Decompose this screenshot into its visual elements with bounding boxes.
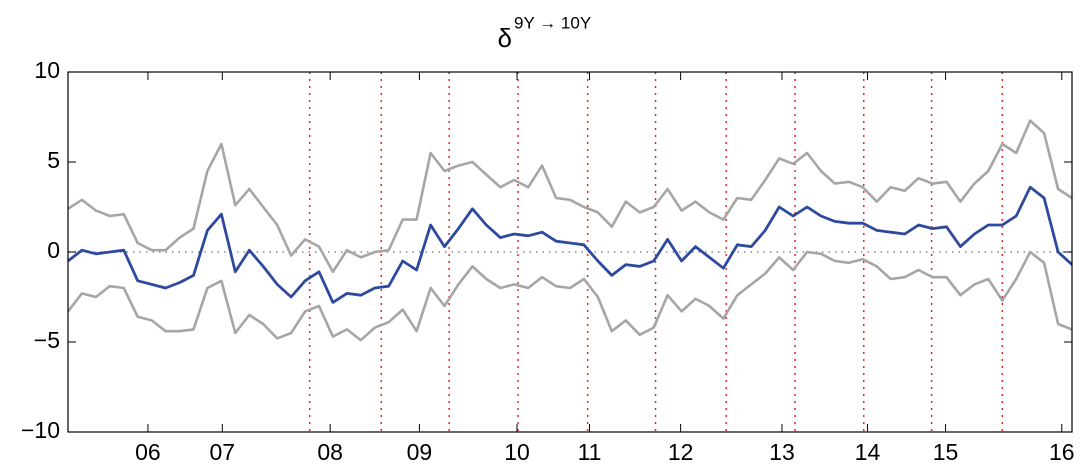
y-tick-label: −5 bbox=[34, 327, 60, 353]
series-line bbox=[66, 250, 1073, 342]
y-tick-label: 10 bbox=[34, 57, 60, 83]
y-tick-label: 0 bbox=[47, 237, 60, 263]
series-line bbox=[67, 185, 1073, 304]
x-tick-label: 16 bbox=[1049, 439, 1075, 465]
y-tick-label: 5 bbox=[47, 147, 60, 173]
x-tick-label: 12 bbox=[668, 439, 694, 465]
y-tick-label: −10 bbox=[21, 417, 60, 443]
series-line bbox=[67, 119, 1073, 274]
x-tick-label: 09 bbox=[407, 439, 433, 465]
x-tick-label: 10 bbox=[504, 439, 530, 465]
x-tick-label: 07 bbox=[210, 439, 236, 465]
x-tick-label: 13 bbox=[769, 439, 795, 465]
x-tick-label: 11 bbox=[578, 439, 602, 465]
x-tick-label: 06 bbox=[135, 439, 161, 465]
x-tick-label: 08 bbox=[317, 439, 343, 465]
x-tick-label: 15 bbox=[933, 439, 959, 465]
chart-title: δ bbox=[498, 23, 512, 53]
chart-title-superscript: 9Y → 10Y bbox=[514, 13, 591, 32]
x-tick-label: 14 bbox=[855, 439, 881, 465]
